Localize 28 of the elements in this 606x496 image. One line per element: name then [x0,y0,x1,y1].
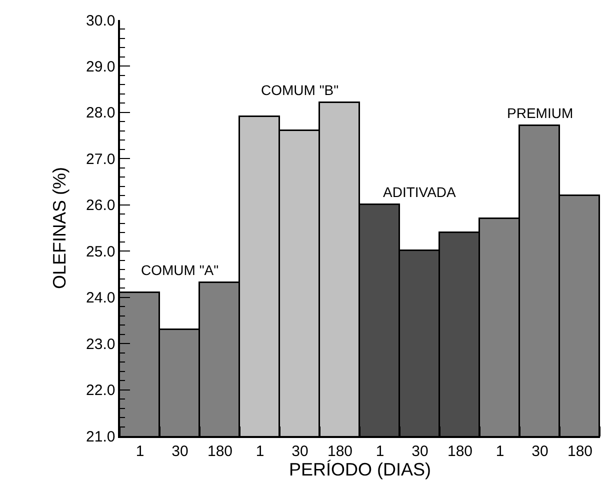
x-tick-label: 1 [136,442,144,460]
annotation: PREMIUM [507,105,574,121]
x-tick-label: 1 [496,442,504,460]
y-tick-label: 26.0 [86,197,116,214]
x-tick-label: 1 [256,442,264,460]
x-tick-label: 180 [447,442,473,460]
y-tick-label: 25.0 [86,243,116,260]
annotation: COMUM "B" [261,82,339,98]
y-tick-label: 21.0 [86,428,116,446]
x-tick-label: 180 [327,442,353,460]
x-tick-label: 1 [376,442,384,460]
y-tick-label: 30.0 [86,12,116,30]
x-tick-label: 30 [172,442,188,460]
annotation: ADITIVADA [383,184,457,200]
y-axis-title: OLEFINAS (%) [50,166,70,290]
y-tick-label: 29.0 [86,58,116,76]
x-axis-title: PERÍODO (DIAS) [288,460,432,480]
x-tick-label: 180 [567,442,593,460]
y-tick-label: 22.0 [86,382,116,400]
x-tick-label: 30 [532,442,548,460]
y-tick-label: 27.0 [86,150,116,168]
x-tick-label: 30 [412,442,428,460]
annotation: COMUM "A" [141,262,219,278]
x-tick-label: 180 [207,442,233,460]
y-tick-label: 23.0 [86,336,116,353]
y-tick-label: 28.0 [86,104,116,122]
y-tick-label: 24.0 [86,290,116,307]
x-tick-label: 30 [292,442,308,460]
